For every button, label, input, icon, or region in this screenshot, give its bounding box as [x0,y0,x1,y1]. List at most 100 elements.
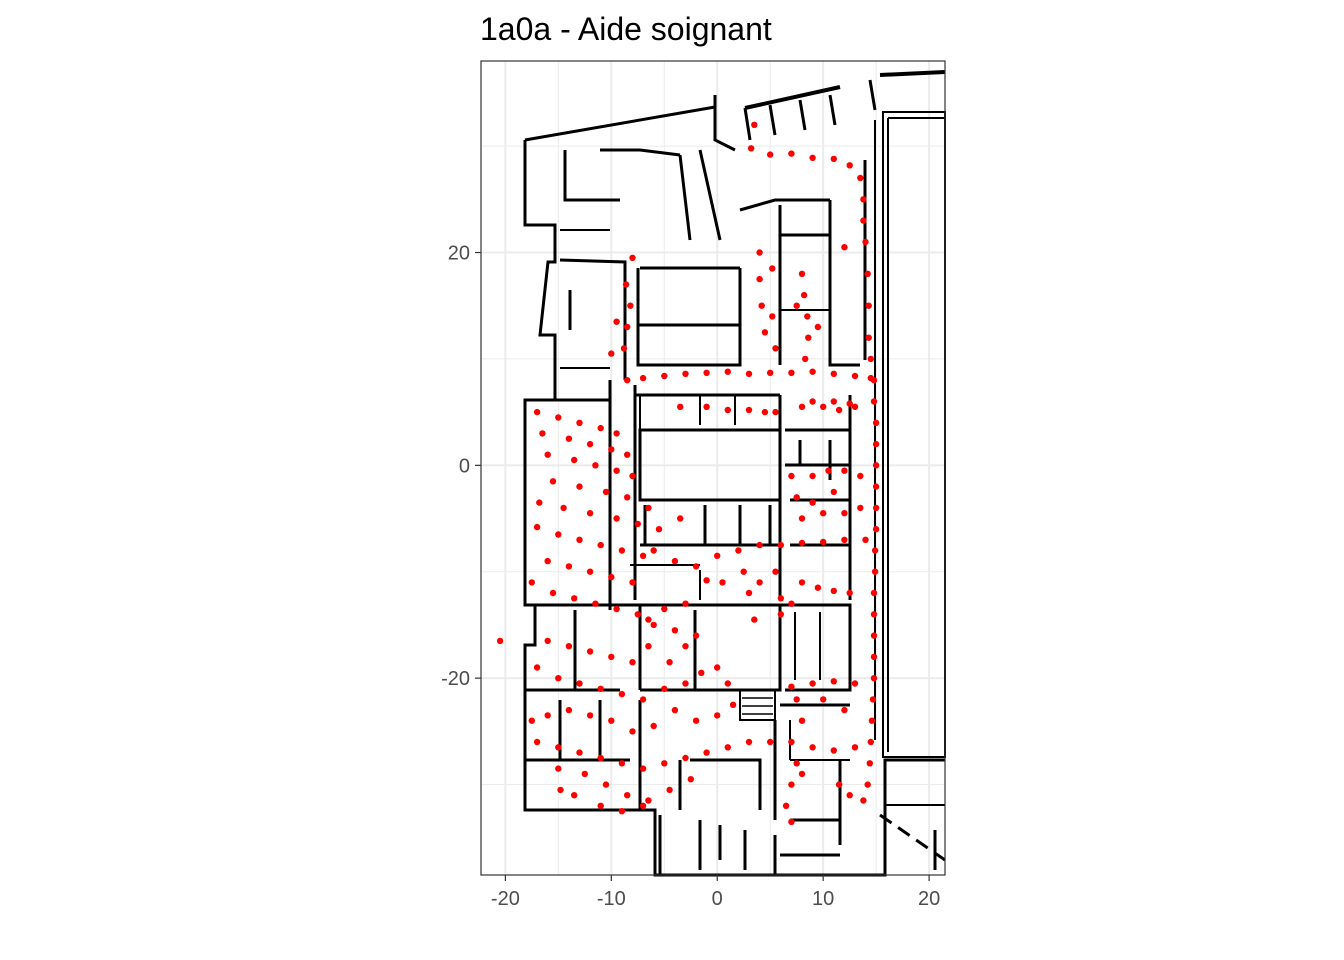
data-point [597,685,604,692]
data-point [565,643,573,650]
data-point [597,802,604,809]
data-point [692,563,700,570]
data-point [830,155,837,163]
data-point [645,504,652,512]
data-point [533,664,541,671]
data-point [870,589,878,597]
data-points [496,121,880,825]
data-point [724,680,731,687]
data-point [777,611,784,618]
data-point [682,600,689,607]
data-point [555,765,562,772]
data-point [608,350,615,357]
data-point [798,770,806,778]
data-point [835,781,843,788]
data-point [868,717,876,724]
data-point [496,637,504,645]
data-point [618,808,626,815]
data-point [867,738,874,746]
data-point [758,302,765,309]
data-point [756,579,763,586]
data-point [851,403,859,410]
data-point [846,589,853,597]
data-point [671,627,679,634]
data-point [857,504,864,512]
data-point [661,605,668,613]
data-point [602,488,610,496]
data-point [870,675,878,682]
data-point [528,717,535,724]
data-point [655,526,663,533]
data-point [788,472,795,480]
data-point [586,648,594,655]
data-point [866,760,873,767]
data-point [788,781,795,788]
data-point [798,403,806,410]
data-point [677,403,684,410]
x-tick-label: 10 [812,888,834,910]
data-point [661,372,668,380]
data-point [533,738,541,746]
data-point [745,589,753,597]
data-point [820,696,827,703]
data-point [666,659,673,666]
data-point [802,355,809,363]
data-point [864,270,871,277]
data-point [865,302,872,309]
data-point [782,802,790,809]
data-point [788,738,795,746]
data-point [555,675,562,682]
data-point [735,547,742,554]
data-point [627,302,634,309]
data-point [613,430,620,437]
data-point [841,467,848,474]
data-point [576,536,583,543]
data-point [777,595,784,602]
data-point [555,414,562,421]
data-point [624,323,631,331]
data-point [865,334,872,341]
data-point [867,355,874,363]
data-point [714,664,721,671]
data-point [798,515,806,522]
data-point [624,792,631,799]
data-point [549,589,557,597]
data-point [745,370,753,377]
data-point [639,374,647,382]
data-point [830,398,837,405]
data-point [719,579,726,586]
data-point [565,563,573,570]
data-point [756,249,763,256]
data-point [830,747,837,754]
data-point [860,797,867,804]
data-point [724,406,731,414]
data-point [692,717,700,724]
data-point [841,536,848,543]
data-point [560,504,567,512]
data-point [841,244,848,251]
data-point [751,616,758,623]
data-point [841,706,848,714]
data-point [586,568,594,575]
data-point [846,162,853,169]
data-point [772,345,779,352]
data-point [745,406,753,414]
data-point [830,587,837,595]
x-tick-label: -20 [491,888,520,910]
data-point [571,792,578,799]
data-point [788,369,795,376]
data-point [576,483,583,490]
data-point [624,377,631,384]
data-point [761,329,769,336]
data-point [809,744,816,751]
data-point [703,403,710,410]
data-point [703,749,710,756]
data-point [740,568,747,575]
data-point [576,680,583,687]
data-point [767,738,774,746]
data-point [772,568,779,575]
data-point [613,318,620,325]
data-point [747,145,755,152]
data-point [809,680,816,687]
data-point [536,499,543,506]
